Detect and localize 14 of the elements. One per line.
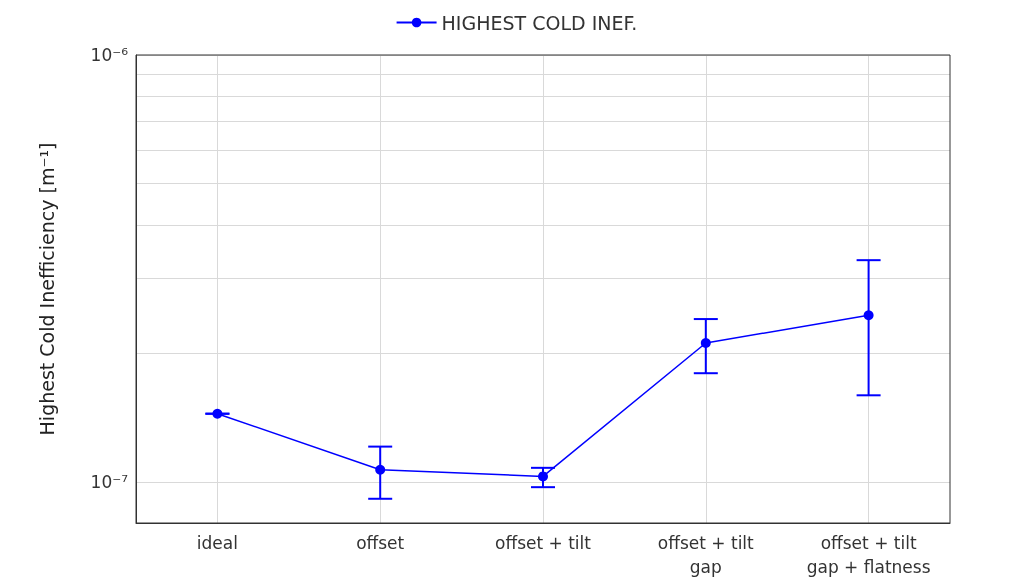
point — [700, 338, 711, 349]
legend-label: HIGHEST COLD INEF. — [441, 11, 638, 34]
y-axis-title: Highest Cold Inefficiency [m⁻¹] — [35, 142, 58, 436]
point — [863, 310, 874, 321]
x-tick-label: offset — [356, 533, 405, 553]
point — [212, 408, 223, 419]
y-tick-label: 10⁻⁶ — [90, 45, 129, 65]
x-tick-label: ideal — [196, 533, 238, 553]
point — [538, 471, 548, 482]
x-tick-label: offset + tilt gap — [657, 533, 755, 577]
y-tick-label: 10⁻⁷ — [90, 472, 129, 493]
x-tick-label: offset + tilt — [495, 533, 592, 553]
point — [375, 464, 386, 475]
x-tick-label: offset + tilt gap + flatness — [806, 533, 931, 577]
